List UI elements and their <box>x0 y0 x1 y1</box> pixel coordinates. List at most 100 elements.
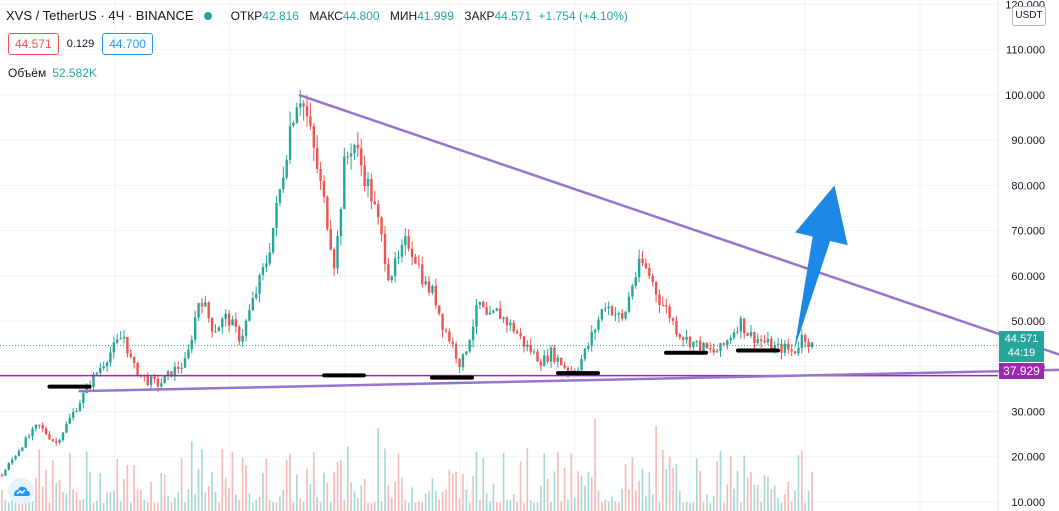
candle-body <box>326 196 329 230</box>
symbol-title[interactable]: XVS / TetherUS · 4Ч · BINANCE <box>6 8 194 23</box>
volume-bar <box>323 472 325 511</box>
volume-bar <box>221 449 224 511</box>
candle-body <box>407 236 410 249</box>
volume-bar <box>65 493 68 511</box>
volume-bar <box>526 448 529 511</box>
candle-body <box>465 351 468 355</box>
volume-bar <box>129 502 132 511</box>
candle-body <box>190 339 193 350</box>
drawings[interactable] <box>0 93 1059 455</box>
volume-bar <box>729 456 732 511</box>
volume-bars <box>1 418 813 511</box>
volume-bar <box>550 502 552 511</box>
candle-body <box>604 308 607 310</box>
candle-body <box>346 156 349 158</box>
volume-bar <box>201 449 203 511</box>
volume-bar <box>374 502 376 511</box>
volume-bar <box>360 485 363 511</box>
price-axis[interactable] <box>998 0 1059 511</box>
candle-body <box>173 366 177 377</box>
volume-bar <box>265 458 268 511</box>
candle-body <box>715 351 719 353</box>
volume-legend[interactable]: Объём 52.582K <box>8 66 97 80</box>
candle-body <box>119 338 122 340</box>
sell-button[interactable]: 44.571 <box>8 33 59 55</box>
volume-bar <box>760 501 762 511</box>
candle-body <box>658 294 661 305</box>
candle-body <box>71 411 75 418</box>
candle-body <box>634 277 637 286</box>
candle-body <box>651 275 654 283</box>
candle-body <box>614 314 617 316</box>
volume-bar <box>567 499 569 511</box>
bullish-arrow[interactable] <box>794 185 848 351</box>
volume-bar <box>536 502 539 511</box>
candle-body <box>129 353 132 358</box>
y-tick-label: 30.000 <box>1011 407 1045 419</box>
volume-bar <box>675 463 678 511</box>
volume-bar <box>489 501 491 511</box>
candle-body <box>770 338 773 350</box>
buy-button[interactable]: 44.700 <box>102 33 153 55</box>
candle-body <box>102 366 105 369</box>
volume-bar <box>794 490 796 511</box>
candle-body <box>607 306 610 309</box>
volume-bar <box>31 501 34 511</box>
volume-bar <box>102 502 105 511</box>
volume-bar <box>628 489 630 511</box>
volume-bar <box>458 498 461 511</box>
candle-body <box>583 348 587 360</box>
candle-body <box>783 343 787 353</box>
candle-body <box>485 307 488 315</box>
volume-bar <box>363 478 366 511</box>
volume-bar <box>319 502 322 511</box>
candle-body <box>790 349 793 352</box>
candle-body <box>502 317 505 320</box>
candle-body <box>759 339 763 341</box>
volume-bar <box>414 502 417 511</box>
volume-bar <box>68 452 71 511</box>
volume-bar <box>157 502 159 511</box>
volume-bar <box>611 496 613 511</box>
volume-bar <box>712 496 715 511</box>
tradingview-logo[interactable] <box>8 478 34 504</box>
volume-bar <box>441 491 444 511</box>
candle-body <box>529 344 532 353</box>
volume-bar <box>350 482 352 511</box>
volume-bar <box>621 488 624 511</box>
volume-bar <box>390 497 393 511</box>
descending-trendline[interactable] <box>298 93 1059 455</box>
volume-bar <box>787 481 790 511</box>
candle-body <box>183 358 187 368</box>
candle-body <box>539 361 543 366</box>
candle-body <box>112 342 116 353</box>
currency-selector[interactable]: USDT <box>1012 6 1046 26</box>
candle-body <box>773 345 776 350</box>
volume-bar <box>435 491 437 511</box>
volume-bar <box>24 502 27 511</box>
volume-bar <box>197 468 200 511</box>
candle-body <box>78 403 82 411</box>
market-status-dot <box>203 11 212 20</box>
volume-bar <box>679 490 681 511</box>
candle-body <box>549 347 553 362</box>
candle-body <box>804 334 807 342</box>
candle-body <box>55 440 58 443</box>
candle-body <box>431 285 434 293</box>
candle-body <box>461 354 465 368</box>
volume-bar <box>207 486 210 511</box>
candle-body <box>590 332 593 346</box>
volume-bar <box>655 425 657 511</box>
candle-body <box>526 344 529 347</box>
candle-body <box>543 355 546 366</box>
candle-body <box>709 347 712 350</box>
volume-bar <box>306 468 308 511</box>
candle-body <box>410 248 414 257</box>
ascending-trendline[interactable] <box>78 364 1059 393</box>
candle-body <box>776 343 780 346</box>
candle-body <box>48 434 51 440</box>
candle-body <box>251 298 254 311</box>
high-label: МАКС <box>309 8 343 23</box>
